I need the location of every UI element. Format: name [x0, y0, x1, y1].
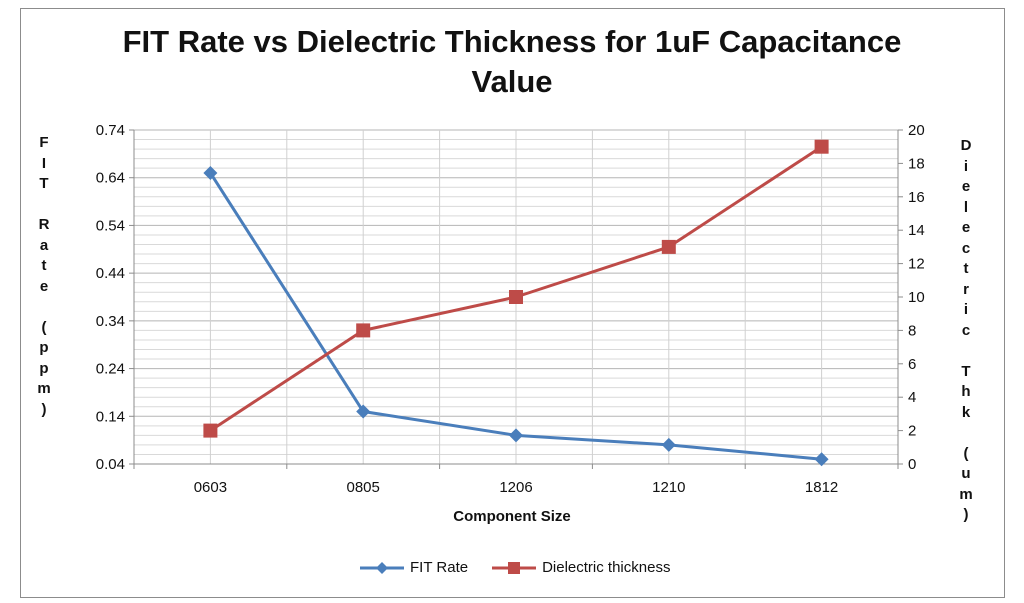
y-axis-title-right-char: l	[963, 198, 969, 216]
y-axis-title-right-char: c	[961, 321, 971, 339]
y-axis-title-right-char: (	[963, 444, 969, 462]
y-tick-label-right: 12	[908, 256, 925, 273]
y-tick-label-right: 8	[908, 322, 916, 339]
data-point-dielectric-thickness	[814, 139, 829, 154]
y-axis-title-right-char: k	[961, 403, 971, 421]
y-tick-label-right: 16	[908, 189, 925, 206]
y-axis-title-left-char: )	[41, 400, 47, 418]
y-axis-title-right-char: t	[963, 260, 969, 277]
y-tick-label-right: 10	[908, 289, 925, 306]
y-tick-label-left: 0.74	[96, 122, 125, 139]
x-axis-title: Component Size	[453, 508, 571, 525]
y-axis-title-right-char	[956, 423, 976, 444]
y-tick-label-right: 0	[908, 456, 916, 473]
legend: FIT Rate Dielectric thickness	[360, 559, 694, 576]
y-axis-title-left-char: I	[41, 154, 47, 172]
y-axis-title-left-char: F	[39, 134, 49, 151]
y-tick-label-left: 0.54	[96, 217, 125, 234]
y-tick-label-right: 2	[908, 423, 916, 440]
y-tick-label-left: 0.24	[96, 361, 125, 378]
data-point-fit-rate	[814, 452, 829, 467]
y-axis-title-left-char: T	[39, 175, 49, 192]
legend-fit-rate-label: FIT Rate	[410, 559, 469, 576]
legend-dielectric-label: Dielectric thickness	[542, 559, 671, 576]
data-point-fit-rate	[661, 437, 676, 452]
y-axis-title-right-char: c	[961, 239, 971, 257]
y-axis-title-right-char: h	[961, 383, 971, 400]
y-axis-title-left-char: m	[37, 380, 51, 397]
y-tick-label-left: 0.04	[96, 456, 125, 473]
x-tick-label: 1210	[652, 479, 685, 496]
y-axis-title-right-char	[956, 341, 976, 362]
y-tick-label-left: 0.34	[96, 313, 125, 330]
y-tick-label-right: 14	[908, 222, 925, 239]
legend-dielectric-swatch	[492, 561, 537, 574]
y-tick-label-right: 4	[908, 389, 916, 406]
y-tick-label-left: 0.14	[96, 408, 125, 425]
y-axis-title-right-char: D	[960, 137, 972, 154]
y-axis-title-left-char	[34, 195, 54, 216]
y-axis-title-right-char: e	[961, 178, 971, 195]
data-point-dielectric-thickness	[509, 290, 523, 304]
data-point-dielectric-thickness	[661, 239, 676, 254]
legend-item-dielectric: Dielectric thickness	[492, 559, 670, 576]
y-axis-title-right-char: r	[963, 280, 969, 298]
y-tick-label-left: 0.44	[96, 265, 125, 282]
y-axis-title-left-char: p	[39, 359, 49, 377]
chart-title: FIT Rate vs Dielectric Thickness for 1uF…	[0, 22, 1024, 102]
chart-title-line-1: FIT Rate vs Dielectric Thickness for 1uF…	[122, 24, 902, 59]
x-tick-label: 1812	[805, 479, 838, 496]
x-tick-label: 0805	[347, 479, 380, 496]
x-tick-label: 1206	[499, 479, 532, 496]
y-axis-title-right-char: T	[961, 362, 971, 380]
legend-item-fit-rate: FIT Rate	[360, 559, 468, 576]
y-tick-label-right: 6	[908, 356, 916, 373]
data-point-fit-rate	[356, 404, 371, 419]
y-axis-title-left-char	[34, 297, 54, 318]
y-axis-title-left-char: p	[39, 339, 49, 356]
y-tick-label-right: 20	[908, 122, 925, 139]
data-point-dielectric-thickness	[203, 423, 218, 438]
y-axis-title-right-char: m	[959, 485, 973, 503]
y-axis-title-right-char: e	[961, 219, 971, 236]
y-axis-title-left-char: e	[39, 277, 49, 295]
y-axis-title-left-char: (	[41, 318, 47, 336]
y-axis-title-left-char: R	[38, 216, 50, 233]
x-tick-label: 0603	[194, 479, 227, 496]
data-point-fit-rate	[509, 428, 523, 443]
chart-title-line-2: Value	[471, 64, 553, 99]
data-point-fit-rate	[203, 165, 218, 180]
legend-fit-rate-swatch	[360, 561, 404, 574]
y-axis-title-right-char: i	[963, 157, 969, 175]
y-axis-title-right-char: u	[961, 465, 971, 482]
y-axis-title-right-char: i	[963, 301, 969, 318]
y-axis-title-left-char: a	[39, 236, 49, 254]
data-point-dielectric-thickness	[356, 323, 371, 338]
y-tick-label-right: 18	[908, 155, 925, 172]
y-tick-label-left: 0.64	[96, 170, 125, 187]
y-axis-title-right-char: )	[963, 506, 969, 523]
y-axis-title-left-char: t	[41, 257, 47, 274]
